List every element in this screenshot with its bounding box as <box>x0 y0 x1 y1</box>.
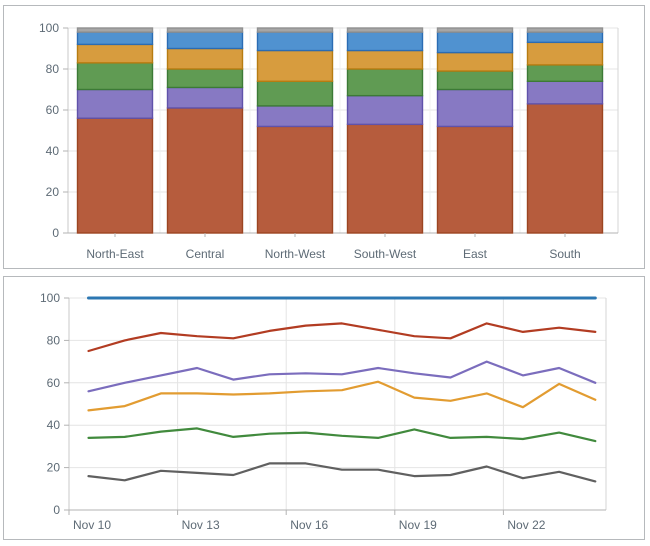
bar-segment-brown[interactable] <box>346 123 424 234</box>
series-line-red[interactable] <box>87 322 597 353</box>
bar-segment-purple[interactable] <box>256 105 334 128</box>
bar-segment-gray[interactable] <box>76 27 154 33</box>
bar-segment-blue[interactable] <box>76 31 154 46</box>
line-chart-panel: 0 20 40 60 80 100 Nov 10 Nov 13 Nov 16 Nov 19 Nov … <box>3 276 645 540</box>
category-label: Central <box>186 247 225 261</box>
y-tick-label: 100 <box>40 291 60 305</box>
bar-segment-blue[interactable] <box>346 31 424 52</box>
bar-segment-blue[interactable] <box>436 31 514 54</box>
y-tick-label: 20 <box>46 185 60 199</box>
bar-segment-green[interactable] <box>526 64 604 83</box>
bar-segment-orange[interactable] <box>436 51 514 72</box>
category-label: North-West <box>265 247 326 261</box>
bar-segment-brown[interactable] <box>526 103 604 234</box>
y-tick-label: 40 <box>46 144 60 158</box>
bar-segment-green[interactable] <box>436 70 514 91</box>
x-tick-label: Nov 13 <box>182 518 220 532</box>
bar-segment-brown[interactable] <box>436 125 514 234</box>
bar-segment-purple[interactable] <box>346 94 424 126</box>
bar-segment-orange[interactable] <box>166 47 244 70</box>
y-tick-label: 80 <box>47 333 61 347</box>
x-tick-label: Nov 22 <box>507 518 545 532</box>
bar-segment-purple[interactable] <box>436 88 514 128</box>
bar-segment-gray[interactable] <box>166 27 244 33</box>
y-tick-label: 0 <box>53 503 60 517</box>
stacked-bar-chart-panel: North-East Central North-West South-West Eas… <box>3 5 645 269</box>
bar-segment-green[interactable] <box>166 68 244 89</box>
category-label: South <box>549 247 580 261</box>
category-label: East <box>463 247 488 261</box>
series-line-purple[interactable] <box>87 360 597 393</box>
bar-segment-purple[interactable] <box>166 86 244 109</box>
bar-segment-purple[interactable] <box>526 80 604 105</box>
stacked-bar-chart: North-East Central North-West South-West Eas… <box>39 21 619 261</box>
bar-segment-orange[interactable] <box>346 49 424 70</box>
y-tick-label: 20 <box>47 461 61 475</box>
bar-segment-orange[interactable] <box>526 41 604 66</box>
x-tick-label: Nov 16 <box>290 518 328 532</box>
bar-segment-green[interactable] <box>346 68 424 97</box>
bar-segment-gray[interactable] <box>346 27 424 33</box>
y-tick-label: 40 <box>47 418 61 432</box>
bar-segment-brown[interactable] <box>76 117 154 234</box>
bar-segment-green[interactable] <box>76 62 154 91</box>
y-tick-label: 100 <box>39 21 59 35</box>
y-tick-label: 60 <box>47 376 61 390</box>
line-chart: 0 20 40 60 80 100 Nov 10 Nov 13 Nov 16 Nov 19 Nov … <box>40 291 607 532</box>
bar-segment-blue[interactable] <box>166 31 244 50</box>
x-tick-label: Nov 10 <box>73 518 111 532</box>
bar-segment-orange[interactable] <box>76 43 154 64</box>
bar-segment-gray[interactable] <box>526 27 604 33</box>
bar-segment-brown[interactable] <box>256 125 334 234</box>
bar-segment-gray[interactable] <box>436 27 514 33</box>
y-tick-label: 0 <box>52 226 59 240</box>
y-tick-label: 80 <box>46 62 60 76</box>
category-label: South-West <box>354 247 417 261</box>
bar-segment-gray[interactable] <box>256 27 334 33</box>
series-line-green[interactable] <box>87 427 597 443</box>
bar-segment-blue[interactable] <box>256 31 334 52</box>
series-line-orange[interactable] <box>87 380 597 412</box>
x-tick-label: Nov 19 <box>399 518 437 532</box>
bar-segment-orange[interactable] <box>256 49 334 82</box>
y-tick-label: 60 <box>46 103 60 117</box>
series-line-gray[interactable] <box>87 462 597 483</box>
bar-segment-purple[interactable] <box>76 88 154 119</box>
bar-segment-brown[interactable] <box>166 107 244 234</box>
category-label: North-East <box>86 247 144 261</box>
bar-segment-blue[interactable] <box>526 31 604 44</box>
bar-segment-green[interactable] <box>256 80 334 107</box>
